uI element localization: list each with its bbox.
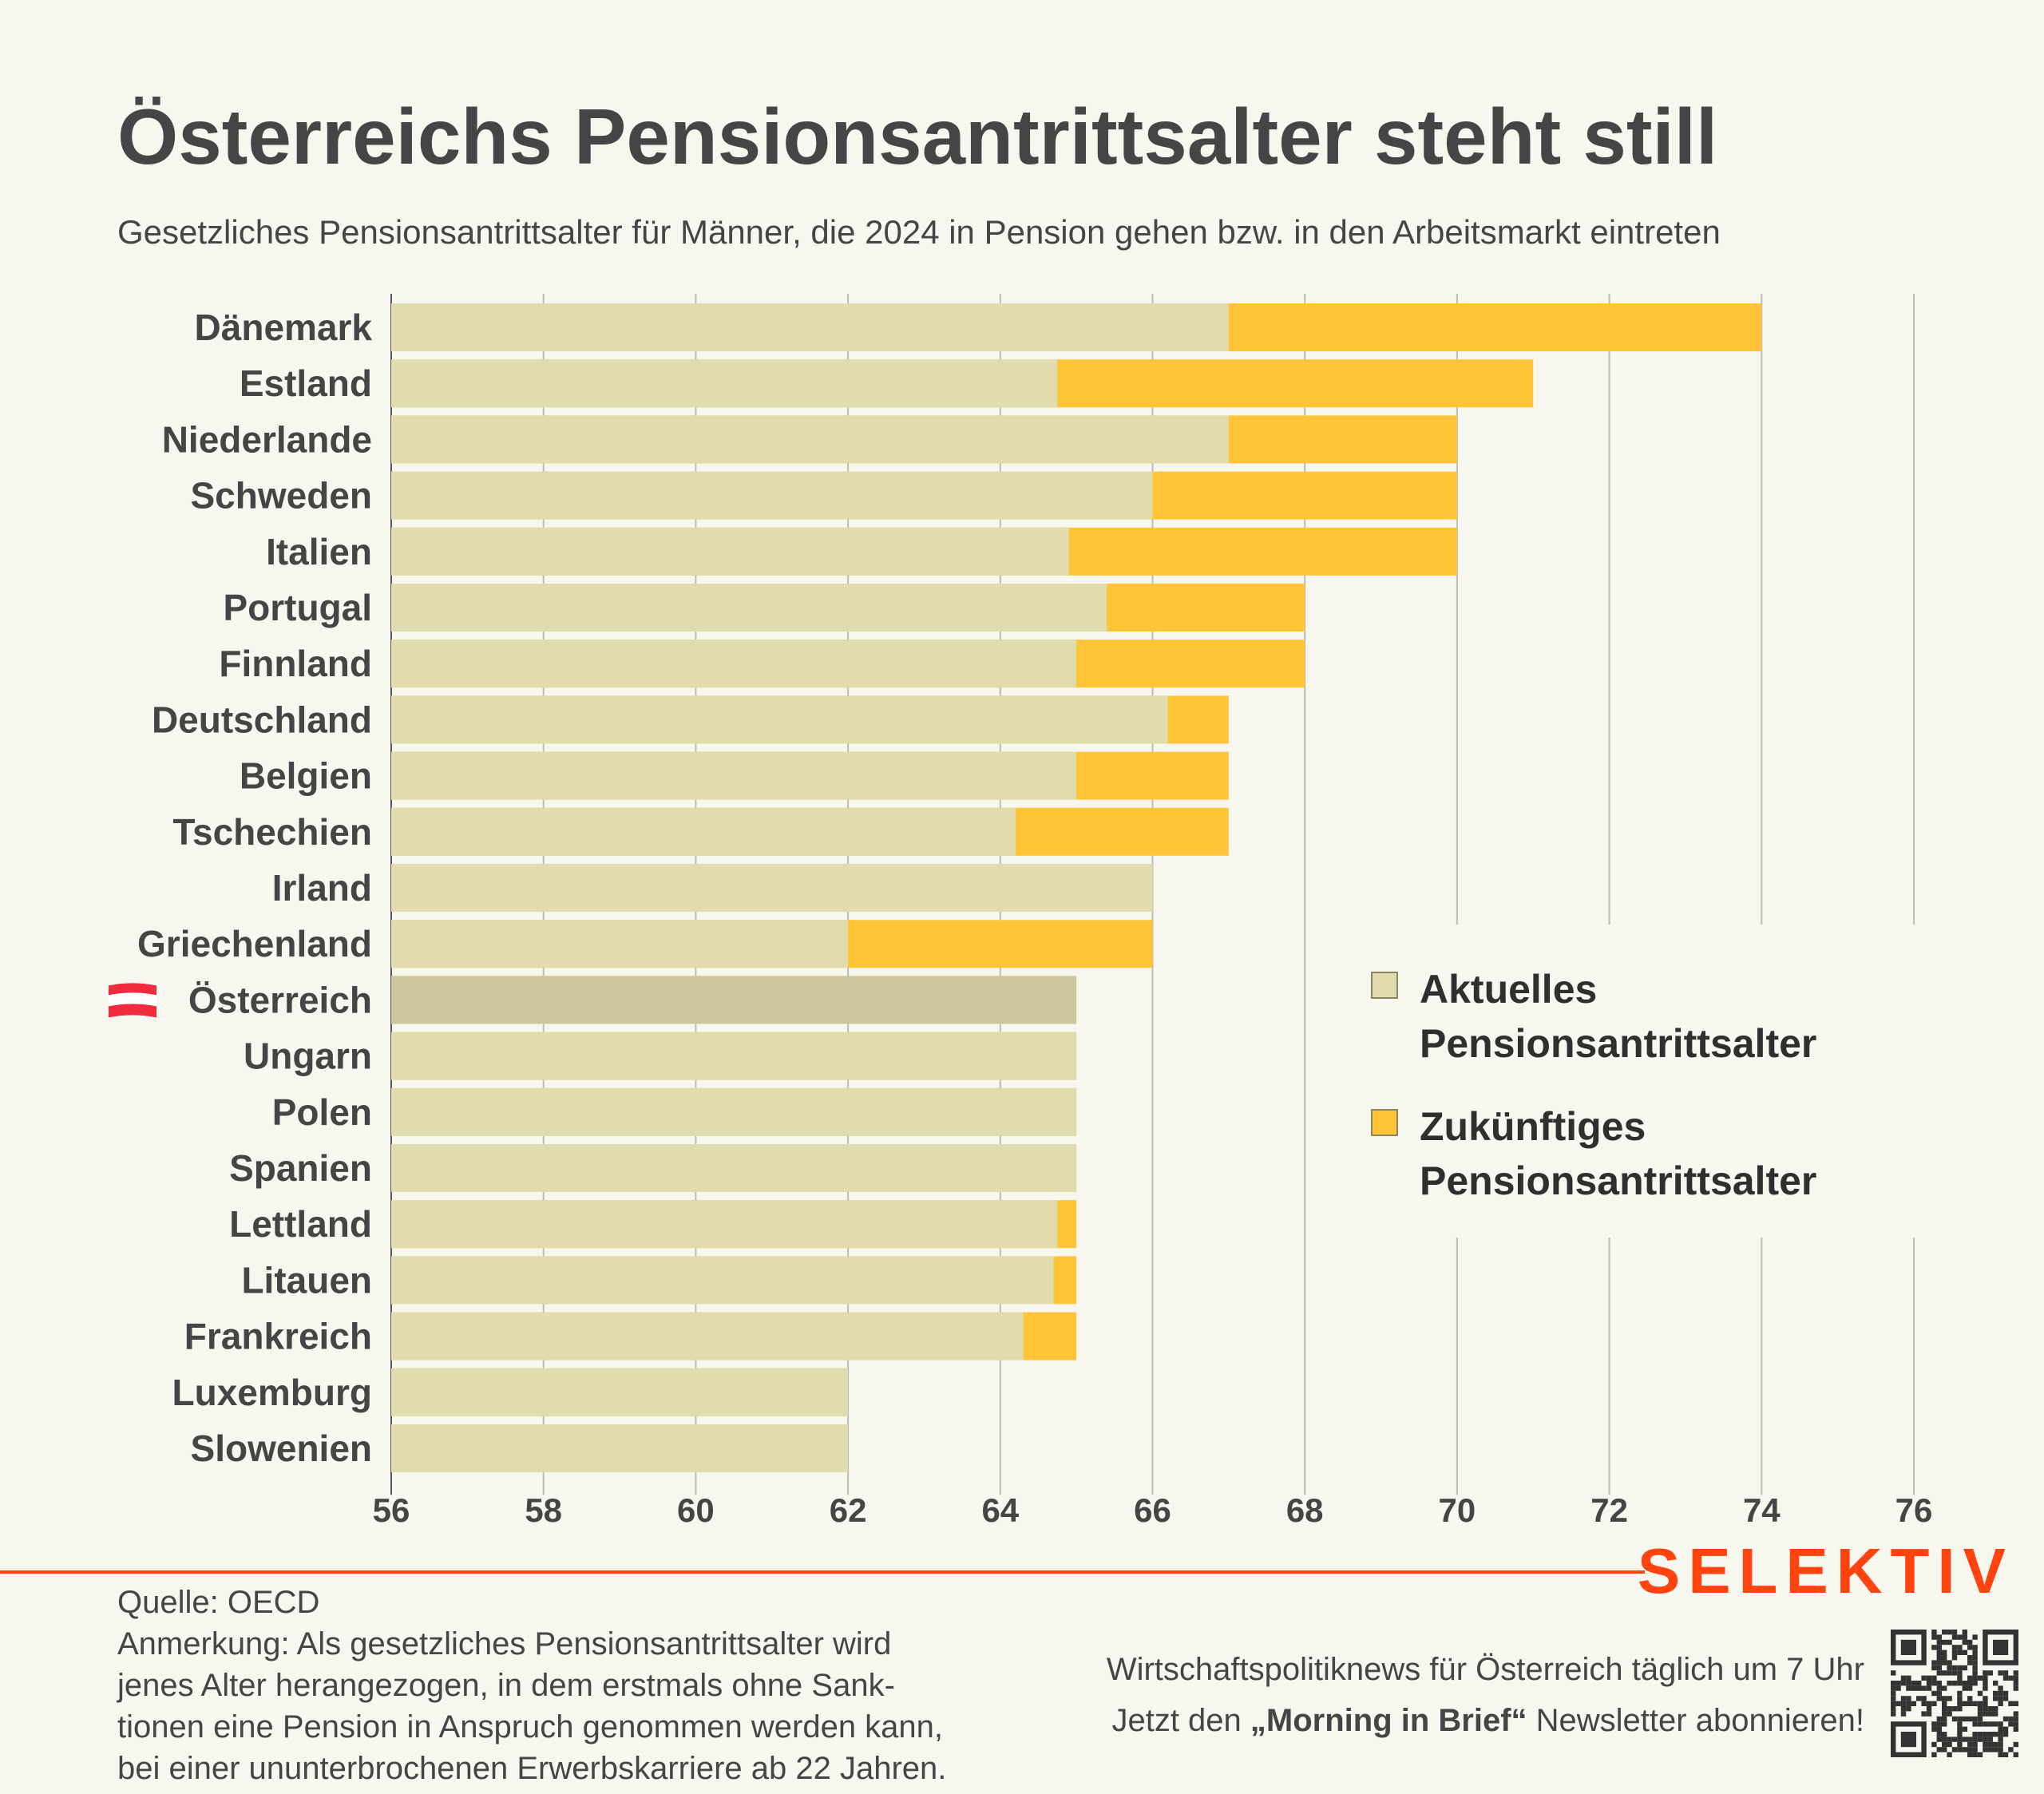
bar-current <box>391 527 1069 576</box>
x-tick-label: 68 <box>1286 1491 1324 1529</box>
promo-post: Newsletter abonnieren! <box>1527 1703 1864 1738</box>
selektiv-logo: SELEKTIV <box>1638 1535 2014 1606</box>
bar-current <box>391 584 1107 632</box>
x-tick-label: 76 <box>1895 1491 1933 1529</box>
promo-line-1: Wirtschaftspolitiknews für Österreich tä… <box>1107 1652 1864 1687</box>
category-label: Finnland <box>219 643 372 684</box>
bar-current <box>391 1087 1077 1136</box>
category-label: Italien <box>266 531 372 572</box>
source-text: Quelle: OECD <box>117 1585 319 1620</box>
bar-current <box>391 415 1229 464</box>
legend: Aktuelles Pensionsantrittsalter Zukünfti… <box>1371 967 1816 1203</box>
bars <box>391 303 1762 1472</box>
note-line: bei einer ununterbrochenen Erwerbskarrie… <box>117 1751 946 1786</box>
legend-label: Pensionsantrittsalter <box>1420 1158 1816 1203</box>
category-label: Tschechien <box>172 811 372 853</box>
x-tick-label: 74 <box>1743 1491 1781 1529</box>
category-labels: Dänemark Estland Niederlande Schweden Italie… <box>109 307 372 1469</box>
bar-current <box>391 1256 1054 1305</box>
bar-current <box>391 920 849 968</box>
bar-current <box>391 1032 1077 1080</box>
legend-swatch-future <box>1371 1109 1398 1136</box>
austria-flag-icon <box>109 983 156 1018</box>
promo-line-2[interactable]: Jetzt den „Morning in Brief“ Newsletter … <box>1111 1703 1864 1738</box>
note-line: tionen eine Pension in Anspruch genommen… <box>117 1709 943 1744</box>
category-label: Estland <box>240 362 372 404</box>
category-label: Portugal <box>223 587 372 628</box>
promo-pre: Jetzt den <box>1111 1703 1250 1738</box>
bar-current <box>391 1368 849 1416</box>
category-label: Belgien <box>240 755 372 797</box>
category-label: Lettland <box>229 1203 372 1245</box>
chart-title: Österreichs Pensionsantrittsalter steht … <box>117 93 1717 180</box>
x-tick-label: 64 <box>981 1491 1019 1529</box>
bar-current <box>391 1424 849 1472</box>
category-label: Österreich <box>188 979 372 1020</box>
bar-current <box>391 1312 1024 1360</box>
legend-swatch-current <box>1371 972 1398 999</box>
category-label: Griechenland <box>137 923 372 964</box>
category-label: Irland <box>272 867 372 909</box>
category-label: Schweden <box>190 475 372 517</box>
newsletter-name[interactable]: „Morning in Brief“ <box>1250 1703 1527 1738</box>
chart-subtitle: Gesetzliches Pensionsantrittsalter für M… <box>117 213 1721 251</box>
x-tick-label: 60 <box>677 1491 715 1529</box>
category-label: Frankreich <box>184 1316 372 1357</box>
qr-code-icon[interactable] <box>1891 1630 2018 1757</box>
legend-label: Aktuelles <box>1420 967 1597 1012</box>
x-tick-label: 72 <box>1590 1491 1628 1529</box>
bar-current <box>391 751 1077 800</box>
x-tick-label: 58 <box>525 1491 562 1529</box>
x-tick-label: 56 <box>373 1491 410 1529</box>
bar-current <box>391 359 1058 408</box>
category-label: Spanien <box>229 1147 372 1189</box>
bar-current <box>391 864 1153 912</box>
bar-current <box>391 303 1229 351</box>
bar-current <box>391 471 1153 520</box>
bar-current <box>391 1200 1058 1249</box>
category-label: Luxemburg <box>172 1372 372 1413</box>
bar-current <box>391 976 1077 1024</box>
x-tick-label: 66 <box>1134 1491 1171 1529</box>
x-tick-label: 70 <box>1439 1491 1476 1529</box>
bar-current <box>391 640 1077 688</box>
category-label: Slowenien <box>191 1428 372 1469</box>
category-label: Niederlande <box>162 418 372 460</box>
bar-current <box>391 807 1016 856</box>
note-line: jenes Alter herangezogen, in dem erstmal… <box>117 1668 895 1703</box>
legend-label: Zukünftiges <box>1420 1104 1646 1149</box>
category-label: Dänemark <box>195 307 373 348</box>
category-label: Deutschland <box>152 699 372 740</box>
category-label: Litauen <box>241 1259 372 1301</box>
x-tick-label: 62 <box>830 1491 867 1529</box>
legend-label: Pensionsantrittsalter <box>1420 1021 1816 1066</box>
bar-current <box>391 695 1168 744</box>
note-line: Anmerkung: Als gesetzliches Pensionsantr… <box>117 1626 891 1661</box>
category-label: Polen <box>272 1091 372 1133</box>
x-tick-labels: 56 58 60 62 64 66 68 70 72 74 76 <box>373 1491 1933 1529</box>
category-label: Ungarn <box>244 1036 372 1077</box>
bar-current <box>391 1144 1077 1192</box>
legend-background <box>1309 925 2028 1238</box>
